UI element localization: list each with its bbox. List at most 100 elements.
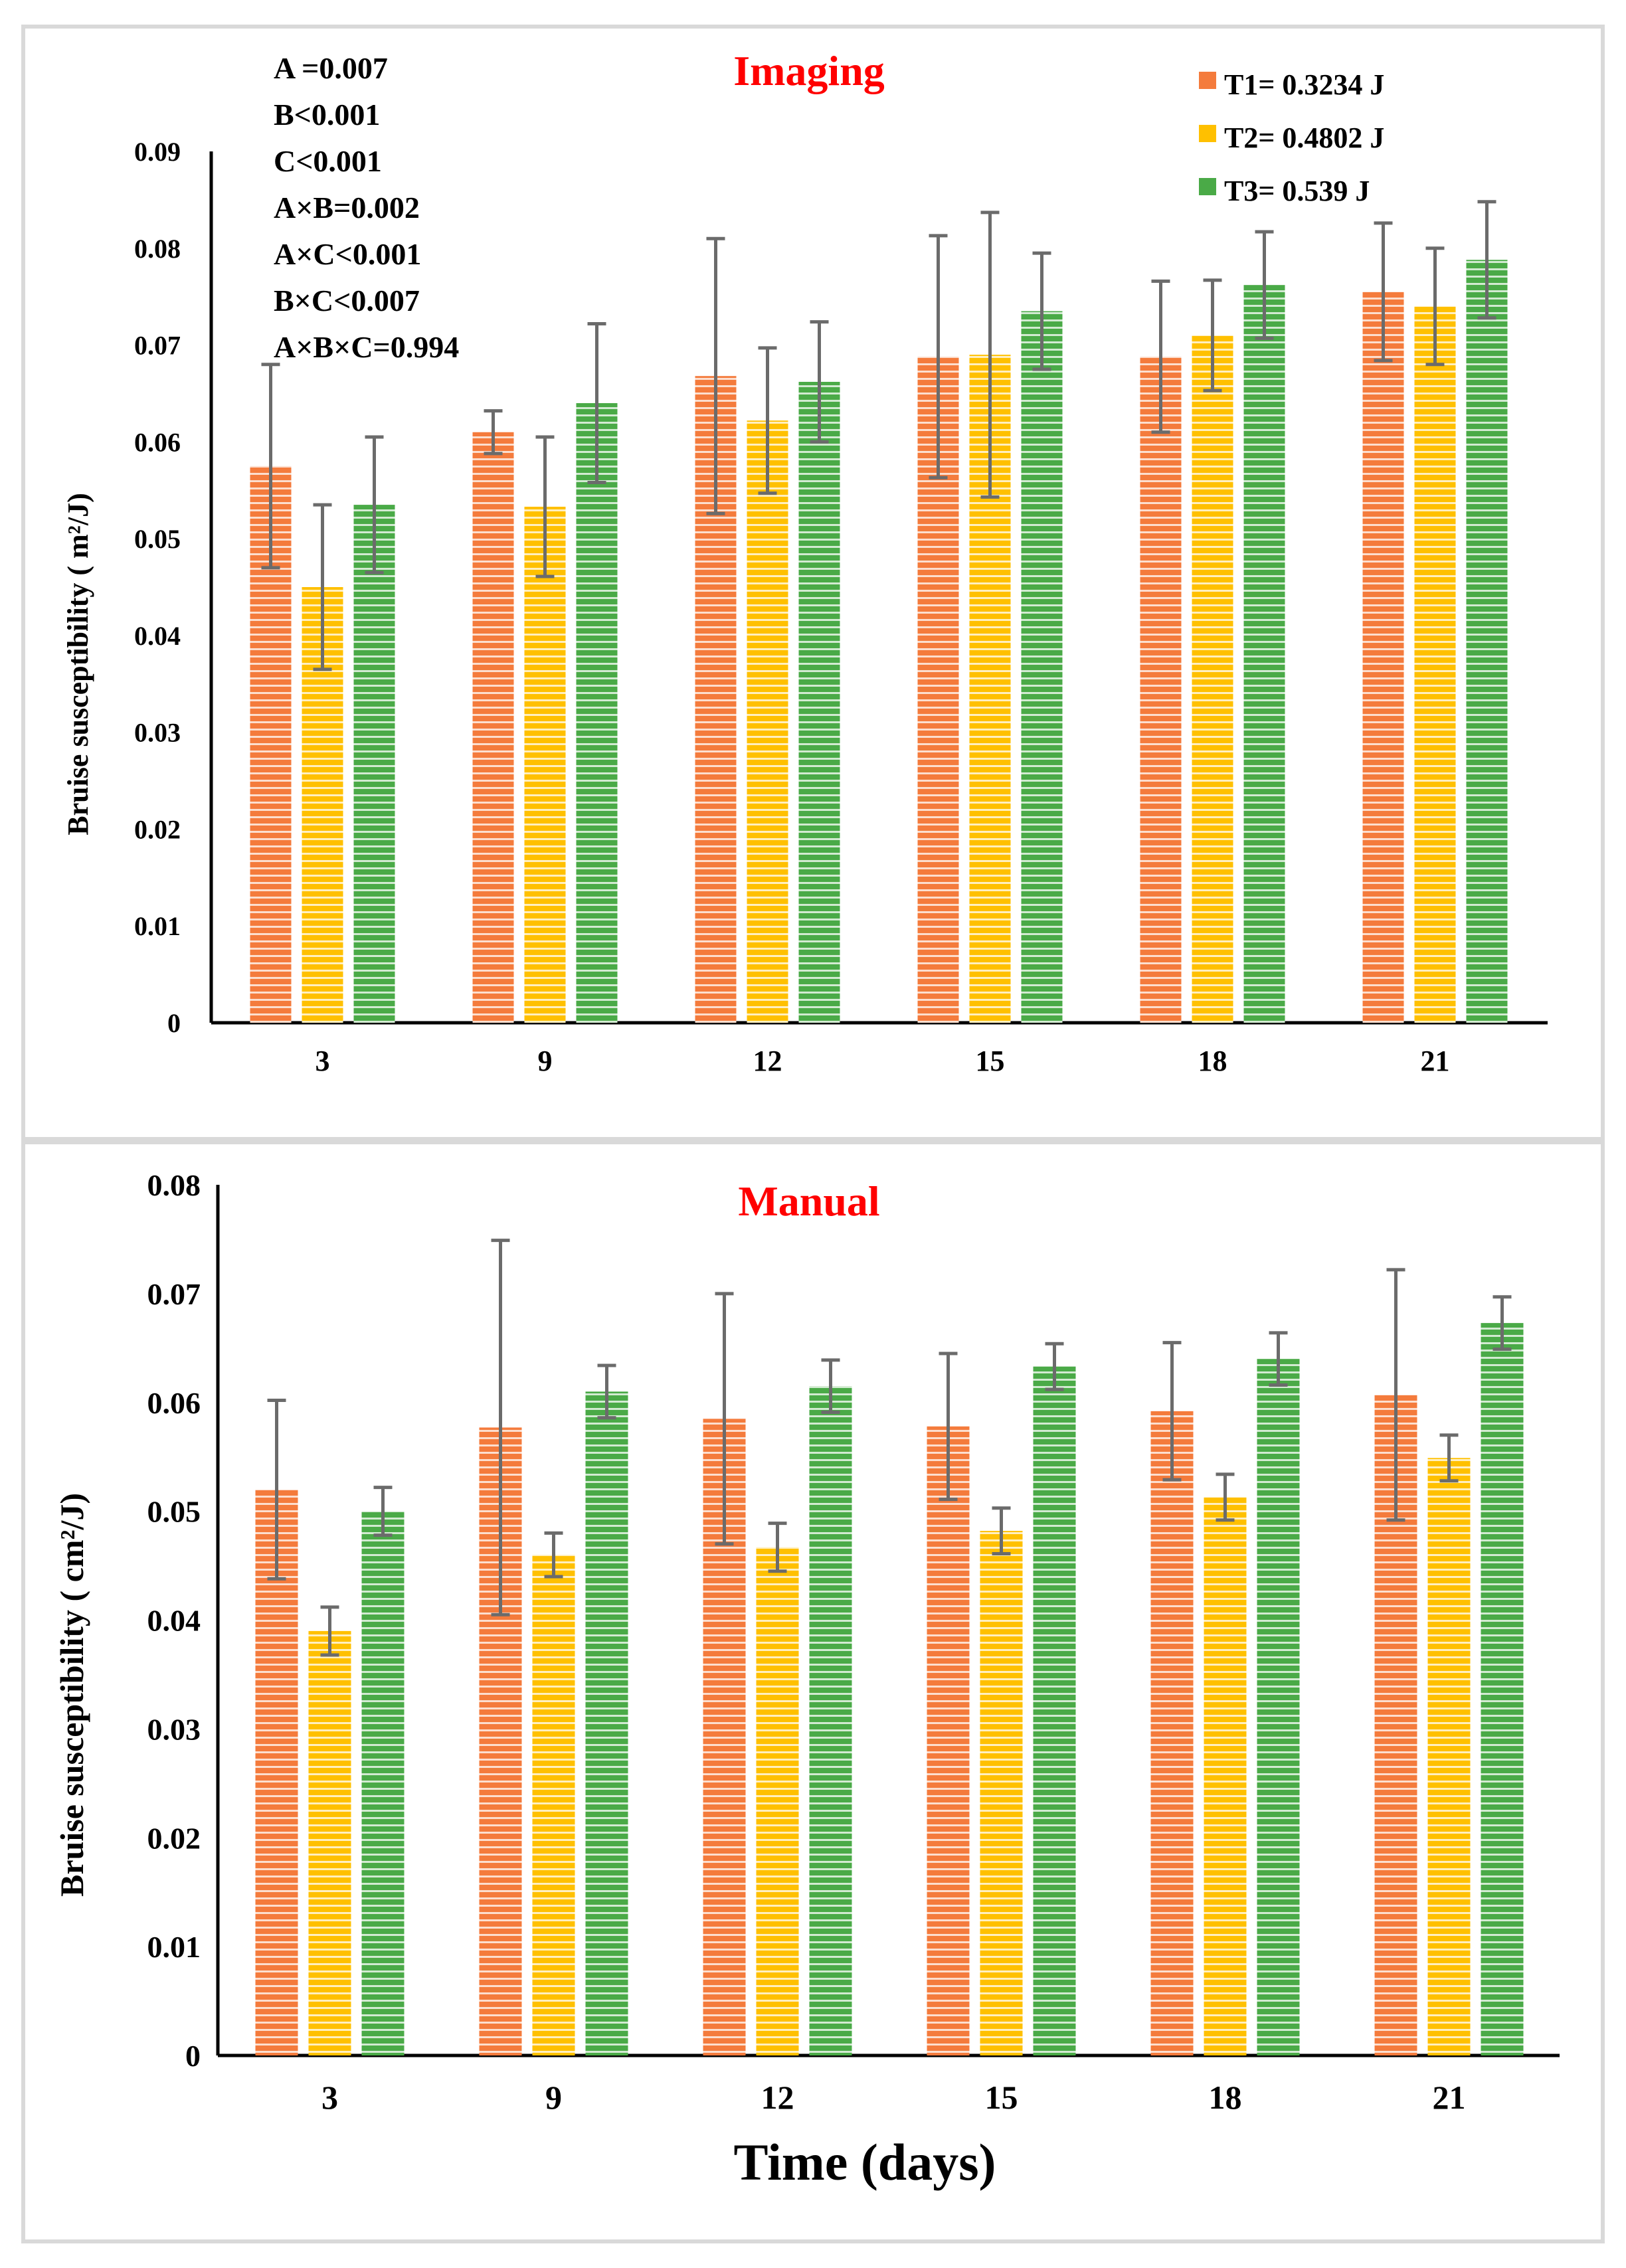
bar-t2-day-18 [1204, 1497, 1247, 2055]
manual-plot: 0 0.01 0.02 0.03 0.04 0.05 0.06 0.07 0.08 3 9 12 15 1… [147, 1168, 1560, 2116]
error-bar-t2-day-12 [758, 346, 777, 495]
y-tick-label: 0.04 [147, 1604, 201, 1638]
y-tick-label: 0.07 [134, 331, 181, 361]
error-bar-t3-day-12 [821, 1358, 840, 1414]
error-bar-t3-day-9 [587, 321, 606, 485]
x-tick-label: 18 [1198, 1045, 1227, 1077]
x-tick-label: 3 [321, 2079, 338, 2116]
legend-swatch-t3 [1199, 178, 1216, 195]
y-tick-label: 0.01 [147, 1930, 201, 1964]
bar-t2-day-12 [747, 420, 788, 1023]
x-tick-label: 15 [985, 2079, 1018, 2116]
bar-t1-day-15 [927, 1426, 970, 2055]
error-bar-t2-day-15 [992, 1506, 1011, 1556]
bar-t3-day-9 [576, 403, 618, 1023]
error-bar-t1-day-3 [261, 363, 280, 570]
imaging-panel-frame [21, 25, 1605, 1141]
y-tick-label: 0.02 [134, 814, 181, 844]
error-bar-t1-day-9 [491, 1239, 510, 1616]
bar-t3-day-15 [1033, 1366, 1076, 2055]
x-tick-label: 9 [545, 2079, 562, 2116]
x-tick-label: 12 [753, 1045, 782, 1077]
bar-t3-day-3 [361, 1511, 405, 2055]
bar-t2-day-21 [1414, 306, 1456, 1023]
legend-label-t1: T1= 0.3234 J [1224, 68, 1384, 101]
error-bar-t2-day-18 [1203, 278, 1222, 393]
legend-swatch-t1 [1199, 72, 1216, 89]
error-bar-t2-day-21 [1425, 246, 1445, 367]
manual-panel-frame [21, 1140, 1605, 2243]
bar-t1-day-21 [1362, 292, 1404, 1023]
error-bar-t1-day-18 [1151, 279, 1170, 434]
error-bar-t3-day-3 [373, 1486, 393, 1537]
error-bar-t3-day-3 [365, 435, 384, 574]
stats-line: C<0.001 [274, 144, 382, 178]
y-tick-label: 0.06 [134, 427, 181, 457]
error-bar-t3-day-12 [810, 320, 829, 444]
y-tick-label: 0.02 [147, 1821, 201, 1855]
error-bar-t1-day-9 [484, 409, 503, 456]
y-tick-label: 0.09 [134, 137, 181, 167]
y-tick-label: 0 [167, 1008, 181, 1038]
error-bar-t1-day-3 [267, 1398, 286, 1581]
bar-t3-day-9 [585, 1391, 628, 2055]
stats-line: A×C<0.001 [274, 237, 421, 271]
stats-line: A×B×C=0.994 [274, 330, 459, 364]
bar-t1-day-18 [1140, 357, 1182, 1023]
error-bar-t2-day-18 [1216, 1472, 1235, 1522]
stats-line: A×B=0.002 [274, 191, 420, 224]
legend: T1= 0.3234 J T2= 0.4802 J T3= 0.539 J [1199, 68, 1384, 207]
stats-line: A =0.007 [274, 51, 388, 85]
bar-t3-day-18 [1257, 1359, 1300, 2055]
bar-t2-day-12 [756, 1547, 799, 2055]
bar-t3-day-21 [1481, 1323, 1524, 2055]
y-tick-label: 0.03 [134, 718, 181, 748]
y-tick-label: 0.03 [147, 1712, 201, 1746]
y-tick-label: 0.05 [134, 524, 181, 554]
x-tick-label: 21 [1433, 2079, 1466, 2116]
error-bar-t3-day-18 [1255, 230, 1274, 340]
x-tick-label: 15 [976, 1045, 1005, 1077]
bar-t3-day-3 [353, 505, 395, 1023]
x-tick-label: 3 [316, 1045, 330, 1077]
y-tick-label: 0 [185, 2039, 201, 2073]
bar-t2-day-21 [1427, 1458, 1471, 2055]
bar-t2-day-18 [1192, 335, 1233, 1023]
x-tick-label: 21 [1421, 1045, 1450, 1077]
stats-line: B×C<0.007 [274, 284, 420, 317]
bar-t3-day-12 [809, 1386, 852, 2055]
bar-t1-day-9 [472, 432, 514, 1023]
y-tick-label: 0.07 [147, 1277, 201, 1311]
manual-title: Manual [738, 1178, 879, 1225]
manual-y-axis-label: Bruise susceptibility ( cm²/J) [53, 1493, 90, 1897]
error-bar-t1-day-21 [1386, 1268, 1405, 1522]
bar-t3-day-12 [798, 381, 840, 1023]
x-tick-label: 12 [761, 2079, 794, 2116]
imaging-title: Imaging [733, 47, 885, 94]
error-bar-t1-day-12 [715, 1292, 734, 1546]
bar-t2-day-9 [524, 507, 566, 1023]
imaging-plot: 0 0.01 0.02 0.03 0.04 0.05 0.06 0.07 0.08 0.09 3 9 1… [134, 137, 1548, 1077]
error-bar-t3-day-18 [1269, 1331, 1288, 1387]
stats-annotations: A =0.007 B<0.001 C<0.001 A×B=0.002 A×C<0.001… [274, 51, 459, 364]
y-tick-label: 0.08 [134, 234, 181, 264]
stats-line: B<0.001 [274, 98, 380, 131]
error-bar-t2-day-21 [1439, 1433, 1459, 1483]
error-bar-t2-day-3 [320, 1605, 339, 1657]
imaging-y-axis-label: Bruise susceptibility ( m²/J) [62, 493, 94, 835]
error-bar-t2-day-12 [768, 1522, 787, 1573]
legend-label-t3: T3= 0.539 J [1224, 175, 1370, 207]
manual-panel: Manual 0 0.01 0.02 0.03 0.04 0.05 0.06 0.07 0.08… [21, 1140, 1605, 2243]
error-bar-t2-day-15 [980, 211, 1000, 499]
x-axis-title: Time (days) [733, 2133, 996, 2191]
error-bar-t3-day-9 [597, 1363, 616, 1420]
imaging-panel: Imaging A =0.007B<0.001C<0.001A×B=0.002A… [21, 25, 1605, 1141]
y-tick-label: 0.06 [147, 1386, 201, 1420]
error-bar-t3-day-21 [1492, 1295, 1512, 1351]
error-bar-t2-day-9 [535, 435, 555, 578]
y-tick-label: 0.05 [147, 1495, 201, 1529]
y-tick-label: 0.01 [134, 911, 181, 941]
error-bar-t1-day-15 [939, 1352, 958, 1502]
y-tick-label: 0.08 [147, 1168, 201, 1202]
